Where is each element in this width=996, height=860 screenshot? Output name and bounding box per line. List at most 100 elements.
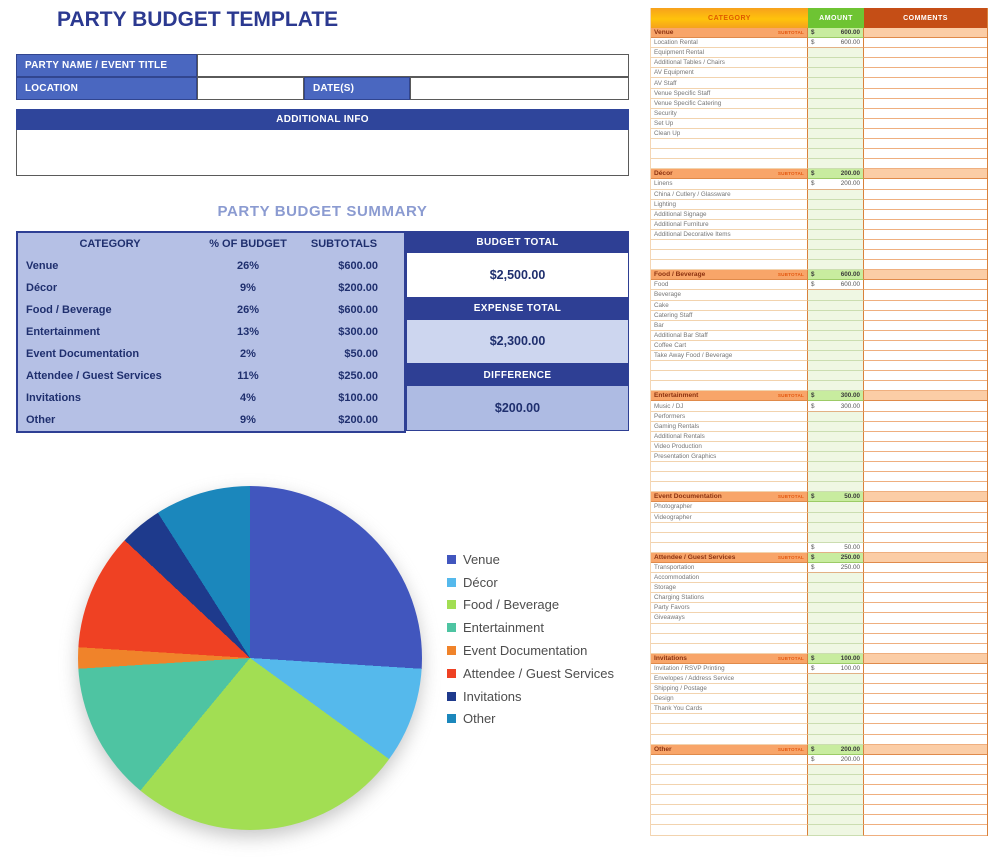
sheet-row-comment[interactable] bbox=[864, 805, 987, 816]
sheet-row-comment[interactable] bbox=[864, 58, 987, 69]
sheet-row-label[interactable]: Additional Tables / Chairs bbox=[651, 58, 808, 69]
sheet-row-amount[interactable] bbox=[808, 300, 864, 311]
sheet-section-header[interactable]: Attendee / Guest Services SUBTOTAL $250.00 bbox=[651, 552, 987, 563]
sheet-row-amount[interactable] bbox=[808, 149, 864, 160]
sheet-section-header[interactable]: Event Documentation SUBTOTAL $50.00 bbox=[651, 492, 987, 503]
sheet-row-comment[interactable] bbox=[864, 533, 987, 543]
sheet-row-comment[interactable] bbox=[864, 755, 987, 765]
sheet-row-comment[interactable] bbox=[864, 311, 987, 321]
sheet-row-comment[interactable] bbox=[864, 149, 987, 160]
sheet-row-label[interactable]: Photographer bbox=[651, 502, 808, 513]
sheet-row-label[interactable]: Music / DJ bbox=[651, 401, 808, 412]
sheet-row-amount[interactable] bbox=[808, 472, 864, 483]
sheet-row-label[interactable] bbox=[651, 774, 808, 786]
sheet-row-amount[interactable] bbox=[808, 714, 864, 725]
sheet-row-amount[interactable] bbox=[808, 684, 864, 695]
sheet-row-amount[interactable] bbox=[808, 108, 864, 119]
sheet-row-amount[interactable]: $200.00 bbox=[808, 179, 864, 190]
sheet-row-label[interactable]: Giveaways bbox=[651, 613, 808, 624]
sheet-row-comment[interactable] bbox=[864, 179, 987, 190]
sheet-row-label[interactable] bbox=[651, 795, 808, 806]
sheet-row-label[interactable]: Cake bbox=[651, 300, 808, 311]
sheet-section-comment-cell[interactable] bbox=[864, 391, 987, 402]
sheet-row-comment[interactable] bbox=[864, 442, 987, 452]
sheet-row-amount[interactable] bbox=[808, 825, 864, 836]
sheet-row-comment[interactable] bbox=[864, 624, 987, 634]
sheet-row-amount[interactable] bbox=[808, 734, 864, 745]
sheet-row-label[interactable]: AV Staff bbox=[651, 78, 808, 89]
sheet-row-amount[interactable] bbox=[808, 512, 864, 523]
sheet-row-label[interactable]: Beverage bbox=[651, 290, 808, 301]
sheet-row-label[interactable] bbox=[651, 623, 808, 634]
sheet-row-label[interactable] bbox=[651, 462, 808, 473]
sheet-row-comment[interactable] bbox=[864, 573, 987, 584]
sheet-row-label[interactable] bbox=[651, 522, 808, 533]
sheet-row-label[interactable] bbox=[651, 250, 808, 261]
sheet-row-amount[interactable] bbox=[808, 411, 864, 422]
sheet-row-amount[interactable]: $600.00 bbox=[808, 38, 864, 49]
sheet-row-label[interactable]: Clean Up bbox=[651, 128, 808, 140]
sheet-row-comment[interactable] bbox=[864, 785, 987, 796]
sheet-row-label[interactable] bbox=[651, 482, 808, 493]
sheet-row-comment[interactable] bbox=[864, 644, 987, 654]
sheet-row-comment[interactable] bbox=[864, 371, 987, 382]
sheet-row-amount[interactable] bbox=[808, 68, 864, 79]
sheet-row-comment[interactable] bbox=[864, 381, 987, 392]
sheet-row-amount[interactable] bbox=[808, 229, 864, 240]
sheet-row-amount[interactable] bbox=[808, 320, 864, 331]
sheet-row-amount[interactable] bbox=[808, 118, 864, 129]
sheet-row-comment[interactable] bbox=[864, 704, 987, 715]
sheet-row-amount[interactable] bbox=[808, 199, 864, 210]
sheet-row-comment[interactable] bbox=[864, 109, 987, 119]
sheet-row-label[interactable]: Linens bbox=[651, 179, 808, 190]
sheet-row-label[interactable]: Transportation bbox=[651, 562, 808, 574]
sheet-row-amount[interactable] bbox=[808, 361, 864, 372]
sheet-section-comment-cell[interactable] bbox=[864, 492, 987, 503]
sheet-row-label[interactable]: Lighting bbox=[651, 199, 808, 210]
sheet-row-label[interactable]: Additional Furniture bbox=[651, 219, 808, 230]
sheet-row-amount[interactable] bbox=[808, 219, 864, 230]
sheet-row-label[interactable]: Party Favors bbox=[651, 603, 808, 614]
sheet-section-comment-cell[interactable] bbox=[864, 169, 987, 180]
sheet-row-label[interactable]: Coffee Cart bbox=[651, 340, 808, 351]
sheet-row-comment[interactable] bbox=[864, 694, 987, 705]
sheet-row-label[interactable]: Video Production bbox=[651, 441, 808, 452]
sheet-section-header[interactable]: Entertainment SUBTOTAL $300.00 bbox=[651, 391, 987, 402]
sheet-row-comment[interactable] bbox=[864, 401, 987, 412]
sheet-row-comment[interactable] bbox=[864, 260, 987, 271]
sheet-row-comment[interactable] bbox=[864, 89, 987, 99]
sheet-row-amount[interactable] bbox=[808, 774, 864, 786]
sheet-row-comment[interactable] bbox=[864, 331, 987, 341]
sheet-row-label[interactable]: Venue Specific Staff bbox=[651, 88, 808, 99]
sheet-row-label[interactable]: Food bbox=[651, 280, 808, 291]
sheet-row-amount[interactable] bbox=[808, 704, 864, 715]
sheet-section-comment-cell[interactable] bbox=[864, 653, 987, 664]
sheet-row-label[interactable] bbox=[651, 764, 808, 775]
sheet-row-amount[interactable]: $200.00 bbox=[808, 754, 864, 765]
sheet-row-label[interactable] bbox=[651, 825, 808, 836]
sheet-row-comment[interactable] bbox=[864, 664, 987, 674]
sheet-row-label[interactable]: Location Rental bbox=[651, 38, 808, 49]
sheet-row-comment[interactable] bbox=[864, 825, 987, 836]
sheet-row-label[interactable]: Bar bbox=[651, 320, 808, 331]
sheet-row-amount[interactable] bbox=[808, 189, 864, 200]
sheet-row-amount[interactable] bbox=[808, 260, 864, 271]
sheet-row-amount[interactable] bbox=[808, 441, 864, 452]
sheet-row-comment[interactable] bbox=[864, 129, 987, 140]
sheet-row-amount[interactable] bbox=[808, 371, 864, 382]
sheet-row-comment[interactable] bbox=[864, 250, 987, 261]
sheet-row-comment[interactable] bbox=[864, 593, 987, 604]
sheet-row-label[interactable]: Take Away Food / Beverage bbox=[651, 351, 808, 362]
sheet-row-label[interactable] bbox=[651, 260, 808, 271]
sheet-row-comment[interactable] bbox=[864, 684, 987, 695]
sheet-row-amount[interactable] bbox=[808, 310, 864, 321]
sheet-row-comment[interactable] bbox=[864, 159, 987, 170]
sheet-row-label[interactable]: Storage bbox=[651, 583, 808, 594]
sheet-row-amount[interactable] bbox=[808, 593, 864, 604]
sheet-row-amount[interactable] bbox=[808, 290, 864, 301]
sheet-row-amount[interactable]: $100.00 bbox=[808, 663, 864, 674]
sheet-row-amount[interactable] bbox=[808, 209, 864, 220]
sheet-row-comment[interactable] bbox=[864, 78, 987, 89]
sheet-section-header[interactable]: Venue SUBTOTAL $600.00 bbox=[651, 28, 987, 39]
sheet-row-comment[interactable] bbox=[864, 422, 987, 432]
